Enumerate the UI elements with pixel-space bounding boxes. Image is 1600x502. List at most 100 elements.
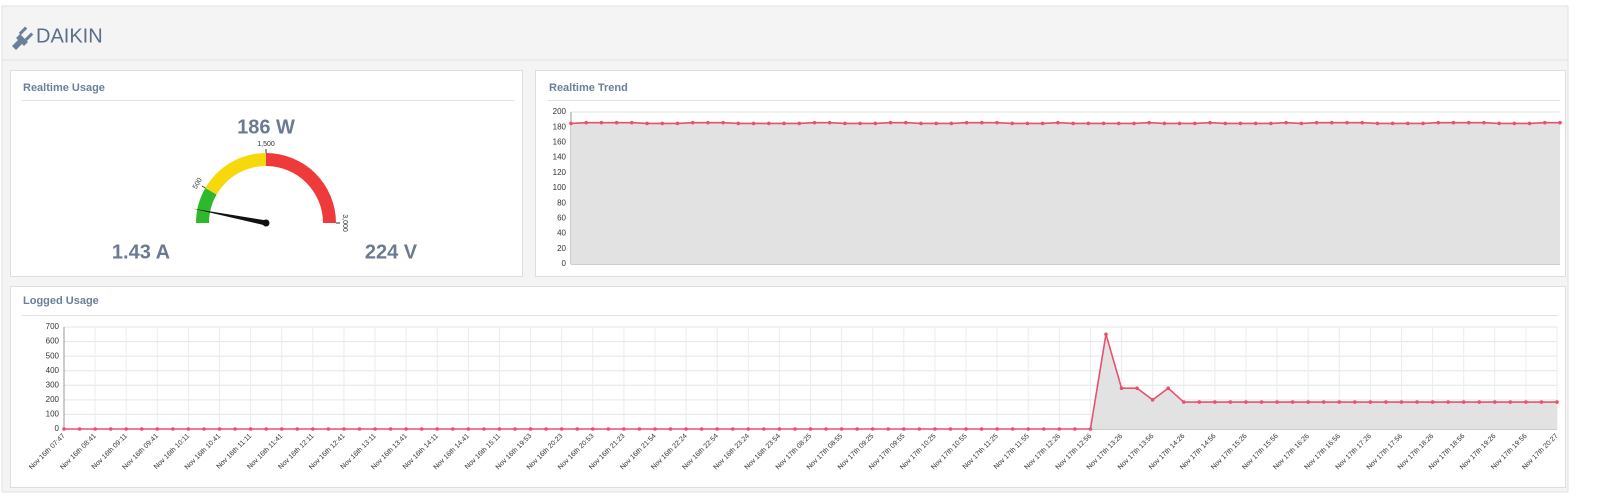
point <box>217 427 222 431</box>
point <box>357 427 362 431</box>
point <box>767 121 771 126</box>
point <box>843 121 847 126</box>
point <box>1508 400 1513 404</box>
y-tick-label: 140 <box>553 153 567 162</box>
gauge-tick <box>201 185 206 189</box>
panel <box>10 70 523 277</box>
gauge-band <box>196 188 217 223</box>
point <box>404 427 408 431</box>
panel-title: Realtime Usage <box>23 82 105 94</box>
point <box>793 427 797 431</box>
point <box>435 427 440 431</box>
point <box>684 427 688 431</box>
point <box>1026 427 1031 431</box>
y-tick-label: 600 <box>46 337 60 346</box>
point <box>1010 427 1015 431</box>
point <box>466 427 471 431</box>
point <box>1101 121 1106 126</box>
point <box>933 427 937 431</box>
gauge-needle <box>192 208 267 226</box>
y-tick-label: 160 <box>553 138 567 147</box>
point <box>1116 121 1121 126</box>
point <box>1384 400 1388 404</box>
reading: 224 V <box>365 241 418 263</box>
point <box>1269 121 1273 126</box>
point <box>606 427 611 431</box>
point <box>873 121 878 126</box>
point <box>590 427 595 431</box>
point <box>1461 400 1466 404</box>
point <box>497 427 502 431</box>
point <box>1446 400 1450 404</box>
point <box>1539 400 1544 404</box>
point <box>1375 121 1380 126</box>
point <box>653 427 657 431</box>
point <box>1086 121 1091 126</box>
area <box>64 334 1557 429</box>
point <box>980 120 984 125</box>
point <box>824 427 828 431</box>
panel-title: Logged Usage <box>23 295 99 307</box>
point <box>419 427 424 431</box>
y-tick-label: 400 <box>46 366 60 375</box>
point <box>575 427 580 431</box>
point <box>1482 120 1486 125</box>
point <box>964 120 969 125</box>
point <box>637 427 642 431</box>
point <box>622 427 626 431</box>
point <box>1213 400 1217 404</box>
point <box>948 427 953 431</box>
point <box>1057 427 1062 431</box>
point <box>736 121 741 126</box>
point <box>1253 121 1258 126</box>
y-tick-label: 0 <box>55 424 60 433</box>
point <box>139 427 144 431</box>
point <box>1181 400 1186 404</box>
y-tick-label: 60 <box>557 214 566 223</box>
point <box>1430 400 1435 404</box>
point <box>1244 400 1248 404</box>
point <box>1436 120 1441 125</box>
point <box>858 121 862 126</box>
point <box>1228 400 1233 404</box>
point <box>979 427 984 431</box>
gauge-band <box>266 153 336 223</box>
point <box>1104 332 1108 337</box>
point <box>721 120 725 125</box>
point <box>155 427 160 431</box>
panel-title: Realtime Trend <box>549 82 628 94</box>
point <box>1040 121 1045 126</box>
point <box>108 427 113 431</box>
point <box>1406 121 1410 126</box>
point <box>870 427 875 431</box>
point <box>699 427 704 431</box>
point <box>528 427 533 431</box>
point <box>279 427 284 431</box>
point <box>762 427 766 431</box>
point <box>1132 121 1136 126</box>
point <box>1421 121 1425 126</box>
line <box>570 121 1560 125</box>
point <box>186 427 191 431</box>
point <box>599 120 604 125</box>
point <box>934 121 938 126</box>
point <box>1238 121 1243 126</box>
panel <box>10 286 1566 488</box>
point <box>1555 400 1559 404</box>
point <box>62 427 66 431</box>
point <box>964 427 968 431</box>
y-tick-label: 700 <box>46 322 60 331</box>
point <box>544 427 548 431</box>
point <box>1542 120 1547 125</box>
y-tick-label: 0 <box>562 259 567 268</box>
point <box>1119 386 1124 391</box>
point <box>1492 400 1497 404</box>
point <box>1390 121 1395 126</box>
y-tick-label: 100 <box>46 410 60 419</box>
point <box>1041 427 1046 431</box>
y-tick-label: 180 <box>553 122 567 131</box>
point <box>559 427 564 431</box>
y-tick-label: 40 <box>557 229 566 238</box>
point <box>1451 120 1456 125</box>
point <box>630 120 634 125</box>
